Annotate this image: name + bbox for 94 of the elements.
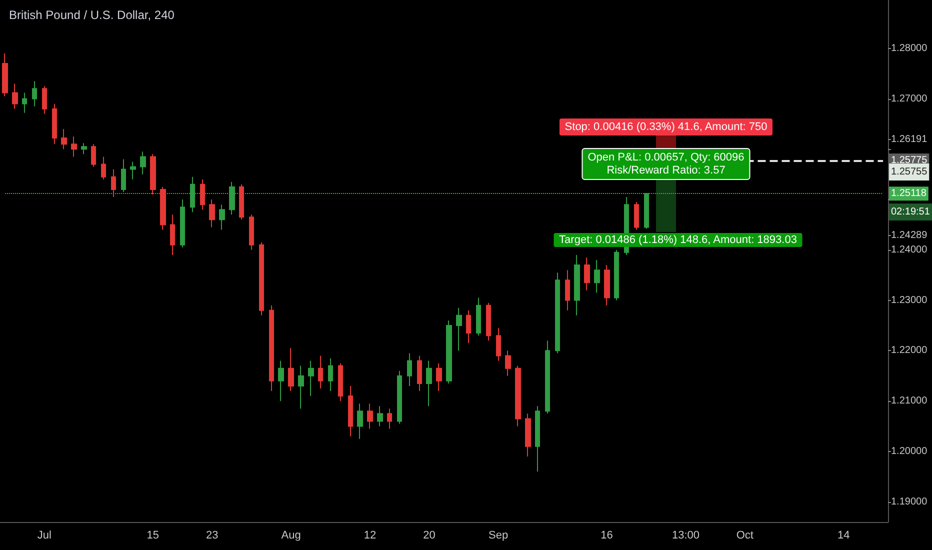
candlestick: [190, 176, 195, 213]
candlestick: [328, 358, 333, 392]
y-tick-label: 1.23000: [891, 294, 928, 306]
x-tick-label: 16: [600, 530, 613, 542]
candlestick: [446, 320, 452, 384]
candlestick: [436, 362, 442, 392]
x-tick-label: 20: [423, 530, 436, 542]
candlestick: [121, 158, 126, 192]
candlestick: [52, 103, 57, 145]
y-tick-label: 1.28000: [891, 42, 928, 54]
candlestick: [634, 202, 639, 230]
candlestick: [278, 360, 284, 402]
candlestick: [644, 192, 649, 230]
x-tick-label: Aug: [281, 530, 301, 542]
candlestick: [357, 403, 363, 440]
text: 1.25755: [891, 166, 928, 178]
candlestick: [466, 310, 471, 344]
candlestick: [160, 186, 166, 230]
candlestick: [348, 385, 353, 437]
candlestick: [318, 355, 323, 389]
candlestick: [594, 259, 600, 294]
candlestick: [140, 151, 146, 175]
x-tick-label: 14: [837, 530, 850, 542]
candlestick: [565, 270, 570, 311]
candlestick: [338, 362, 343, 402]
candlestick: [387, 408, 392, 430]
candlestick: [545, 340, 550, 414]
candlestick: [229, 181, 235, 216]
y-tick-label: 1.20000: [891, 446, 928, 457]
candlestick: [239, 184, 244, 220]
y-tick-label: 1.24289: [891, 230, 928, 241]
candlestick: [71, 136, 77, 158]
candlestick: [574, 254, 580, 316]
candlestick: [505, 350, 511, 376]
candlestick: [269, 304, 274, 392]
candlestick: [426, 360, 432, 407]
candlestick: [377, 406, 383, 427]
annotation: Target: 0.01486 (1.18%) 148.6, Amount: 1893.03: [559, 234, 797, 246]
candlestick: [535, 406, 540, 472]
y-tick-label: 1.27000: [891, 93, 928, 104]
candlestick: [525, 413, 531, 457]
candlestick: [170, 214, 175, 256]
candlestick: [42, 86, 47, 114]
candlestick: [367, 403, 373, 430]
candlestick: [584, 256, 590, 291]
x-tick-label: 12: [364, 530, 376, 542]
candlestick: [130, 161, 136, 180]
y-tick-label: 1.24000: [891, 244, 928, 256]
candlestick: [101, 156, 106, 180]
x-tick-label: 13:00: [672, 530, 700, 542]
candlestick: [288, 348, 294, 392]
candlestick: [456, 307, 462, 352]
candlestick: [407, 352, 412, 386]
candlestick: [61, 128, 67, 150]
candlestick: [604, 264, 610, 306]
y-tick-label: 1.26191: [891, 134, 928, 146]
annotation: Stop: 0.00416 (0.33%) 41.6, Amount: 750: [564, 121, 768, 133]
candlestick: [614, 249, 619, 301]
ref-line-label: 1.25118: [891, 188, 927, 200]
text: British Pound / U.S. Dollar, 240: [9, 8, 175, 22]
x-tick-label: Oct: [736, 530, 754, 542]
candlestick: [496, 328, 501, 362]
candlestick: [515, 365, 521, 427]
text: 02:19:51: [891, 206, 930, 218]
candlestick: [397, 370, 402, 424]
candlestick: [180, 199, 185, 248]
x-tick-label: Jul: [37, 530, 52, 542]
candlestick: [22, 92, 27, 114]
candlestick: [486, 302, 491, 342]
candlestick: [32, 80, 37, 107]
x-tick-label: 23: [206, 530, 218, 542]
y-tick-label: 1.19000: [891, 496, 928, 508]
candlestick: [249, 214, 254, 250]
candlestick: [555, 272, 560, 354]
candlestick: [91, 144, 96, 168]
candlestick: [259, 242, 264, 316]
candlestick: [12, 83, 18, 110]
y-tick-label: 1.22000: [891, 345, 928, 356]
ref-line-label: 1.25775: [891, 154, 928, 166]
candlestick: [150, 154, 156, 195]
y-tick-label: 1.21000: [891, 396, 928, 407]
candlestick: [200, 178, 205, 210]
x-tick-label: Sep: [488, 530, 508, 542]
candlestick: [476, 297, 481, 336]
candlestick: [417, 355, 422, 392]
candlestick: [2, 52, 8, 97]
candlestick: [81, 142, 87, 155]
candlestick: [111, 168, 116, 198]
annotation: Open P&L: 0.00657, Qty: 60096 Risk/Reward Ratio: 3.57: [588, 152, 744, 176]
candlestick: [209, 199, 215, 228]
candlestick: [308, 360, 314, 397]
x-tick-label: 15: [146, 530, 160, 542]
candlestick: [298, 365, 304, 410]
candlestick: [219, 204, 225, 230]
